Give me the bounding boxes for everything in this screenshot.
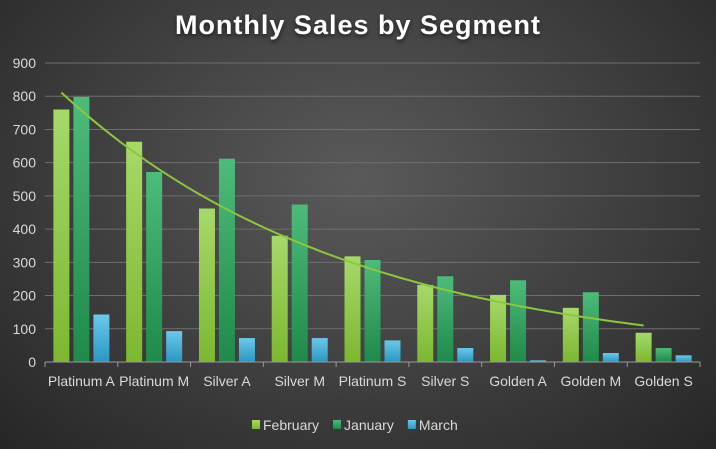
x-tick-label: Golden M: [560, 373, 621, 389]
legend-swatch-february: [252, 420, 260, 429]
y-tick-label: 800: [13, 88, 37, 104]
x-tick-label: Silver M: [274, 373, 325, 389]
bar-february-3: [271, 235, 288, 362]
x-tick-label: Platinum A: [48, 373, 116, 389]
bar-january-5: [437, 276, 454, 362]
legend-label-march: March: [419, 417, 458, 433]
bars: [53, 96, 692, 363]
y-tick-label: 700: [13, 121, 37, 137]
bar-february-6: [490, 294, 507, 362]
bar-march-5: [457, 348, 474, 362]
x-tick-label: Golden S: [634, 373, 692, 389]
bar-february-0: [53, 109, 70, 362]
y-tick-label: 500: [13, 188, 37, 204]
bar-january-2: [218, 158, 235, 362]
bar-march-4: [384, 340, 401, 362]
bar-february-1: [126, 141, 143, 362]
bar-february-5: [417, 284, 434, 362]
chart-title: Monthly Sales by Segment: [174, 10, 542, 40]
bar-january-0: [73, 96, 90, 363]
bar-january-4: [364, 260, 381, 362]
legend-label-february: February: [263, 417, 319, 433]
y-tick-label: 300: [13, 254, 37, 270]
y-tick-label: 600: [13, 155, 37, 171]
bar-january-3: [291, 204, 308, 362]
bar-march-3: [311, 338, 328, 362]
y-tick-label: 100: [13, 321, 37, 337]
bar-february-2: [198, 208, 215, 362]
bar-march-0: [93, 314, 110, 362]
x-tick-label: Platinum M: [119, 373, 189, 389]
x-tick-label: Silver A: [203, 373, 251, 389]
bar-january-6: [510, 280, 527, 362]
bar-march-6: [530, 360, 547, 362]
bar-february-7: [562, 307, 579, 362]
bar-march-8: [675, 355, 692, 362]
trendline: [60, 91, 644, 327]
bar-february-4: [344, 256, 361, 362]
bar-february-8: [635, 332, 652, 362]
y-tick-label: 200: [13, 288, 37, 304]
bar-january-1: [146, 171, 163, 362]
legend-swatch-march: [407, 420, 416, 429]
trendline-february: [60, 91, 644, 327]
x-tick-label: Silver S: [421, 373, 469, 389]
legend-swatch-january: [333, 420, 342, 429]
legend: February January March: [252, 417, 458, 433]
bar-march-2: [238, 338, 255, 362]
legend-label-january: January: [344, 417, 394, 433]
y-tick-label: 400: [13, 221, 37, 237]
bar-january-8: [655, 348, 672, 362]
bar-march-7: [602, 353, 619, 362]
bar-march-1: [166, 331, 183, 362]
y-tick-label: 0: [28, 354, 36, 370]
x-tick-label: Golden A: [489, 373, 547, 389]
y-tick-label: 900: [13, 55, 37, 71]
x-tick-label: Platinum S: [339, 373, 407, 389]
bar-january-7: [582, 292, 599, 362]
